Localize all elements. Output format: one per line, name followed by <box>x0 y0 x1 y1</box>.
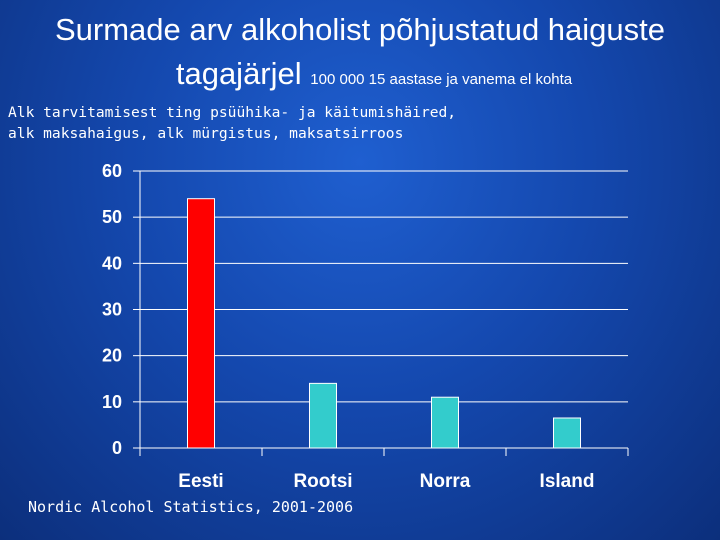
x-tick-label-eesti: Eesti <box>178 471 223 492</box>
bar-eesti <box>187 198 215 449</box>
subtitle-line-2: alk maksahaigus, alk mürgistus, maksatsi… <box>8 125 404 142</box>
title-line-2: tagajärjel 100 000 15 aastase ja vanema … <box>0 52 720 102</box>
chart-subtitle: Alk tarvitamisest ting psüühika- ja käit… <box>8 102 456 144</box>
y-tick-label-30: 30 <box>102 300 122 320</box>
y-tick-label-40: 40 <box>102 253 122 273</box>
title-small: 100 000 15 aastase ja vanema el kohta <box>310 71 573 88</box>
x-tick-label-norra: Norra <box>420 471 471 492</box>
slide-title: Surmade arv alkoholist põhjustatud haigu… <box>0 8 720 102</box>
y-tick-label-0: 0 <box>112 438 122 458</box>
bar-island <box>553 417 581 449</box>
x-tick-label-island: Island <box>540 471 595 492</box>
source-note: Nordic Alcohol Statistics, 2001-2006 <box>28 498 354 516</box>
bar-norra <box>431 396 459 449</box>
y-tick-label-20: 20 <box>102 346 122 366</box>
y-tick-label-50: 50 <box>102 207 122 227</box>
title-line-1: Surmade arv alkoholist põhjustatud haigu… <box>54 12 666 47</box>
y-tick-label-10: 10 <box>102 392 122 412</box>
y-tick-label-60: 60 <box>102 161 122 181</box>
x-tick-label-rootsi: Rootsi <box>293 471 352 492</box>
bar-rootsi <box>309 382 337 449</box>
subtitle-line-1: Alk tarvitamisest ting psüühika- ja käit… <box>8 104 457 121</box>
title-main-2: tagajärjel <box>175 56 302 91</box>
